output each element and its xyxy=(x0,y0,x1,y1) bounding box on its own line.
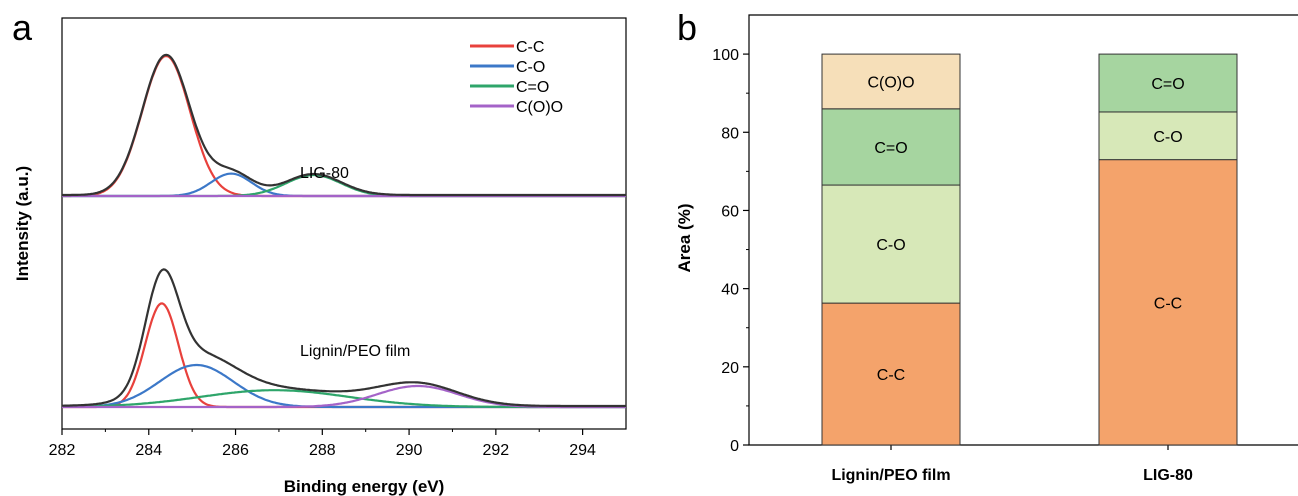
bar-segment-c-o xyxy=(1098,111,1238,161)
y-tick-label: 80 xyxy=(721,125,739,142)
legend-label: C=O xyxy=(516,79,549,96)
y-axis-title: Area (%) xyxy=(675,204,694,273)
xps-spectra-chart: a 282 284 286 288 290 292 294 Binding energy (eV… xyxy=(12,7,627,496)
bar-segment-c-o-o xyxy=(821,53,961,110)
x-tick-label: 284 xyxy=(135,442,162,459)
segment-label: C=O xyxy=(874,140,907,157)
plot-frame-b xyxy=(748,14,1298,446)
y-tick-label: 100 xyxy=(712,47,739,64)
legend-label: C(O)O xyxy=(516,99,563,116)
y-axis-title: Intensity (a.u.) xyxy=(13,166,32,281)
spectrum-label: Lignin/PEO film xyxy=(300,343,410,360)
bar-segment-c-o xyxy=(1098,53,1238,113)
spectrum-label: LIG-80 xyxy=(300,165,349,182)
bar-segment-c-c xyxy=(821,302,961,446)
legend-label: C-C xyxy=(516,39,544,56)
y-tick-label: 20 xyxy=(721,360,739,377)
x-tick-label: 290 xyxy=(396,442,423,459)
envelope-curve xyxy=(62,268,626,408)
segment-label: C-C xyxy=(1154,295,1182,312)
spectrum-lig-80: LIG-80 xyxy=(62,53,626,198)
x-tick-label: 286 xyxy=(222,442,249,459)
panel-letter-b: b xyxy=(677,7,697,48)
x-tick-label: 282 xyxy=(49,442,76,459)
x-tick-label: 292 xyxy=(482,442,509,459)
bar-segment-c-c xyxy=(1098,159,1238,446)
segment-label: C-O xyxy=(876,237,905,254)
segment-label: C-C xyxy=(877,367,905,384)
x-tick-label: 294 xyxy=(569,442,596,459)
category-label: Lignin/PEO film xyxy=(831,467,950,484)
legend-label: C-O xyxy=(516,59,545,76)
y-tick-label: 60 xyxy=(721,203,739,220)
panel-letter-a: a xyxy=(12,7,33,48)
segment-label: C-O xyxy=(1153,129,1182,146)
bar-segment-c-o xyxy=(821,108,961,186)
x-axis-title: Binding energy (eV) xyxy=(284,477,445,496)
y-tick-label: 0 xyxy=(730,438,739,455)
y-tick-label: 40 xyxy=(721,282,739,299)
x-tick-label: 288 xyxy=(309,442,336,459)
bar-segment-c-o xyxy=(821,184,961,304)
segment-label: C=O xyxy=(1151,76,1184,93)
segment-label: C(O)O xyxy=(867,74,914,91)
spectrum-lignin-peo-film: Lignin/PEO film xyxy=(62,268,626,409)
envelope-curve xyxy=(62,53,626,197)
plot-frame-a xyxy=(61,17,627,430)
category-label: LIG-80 xyxy=(1143,467,1193,484)
